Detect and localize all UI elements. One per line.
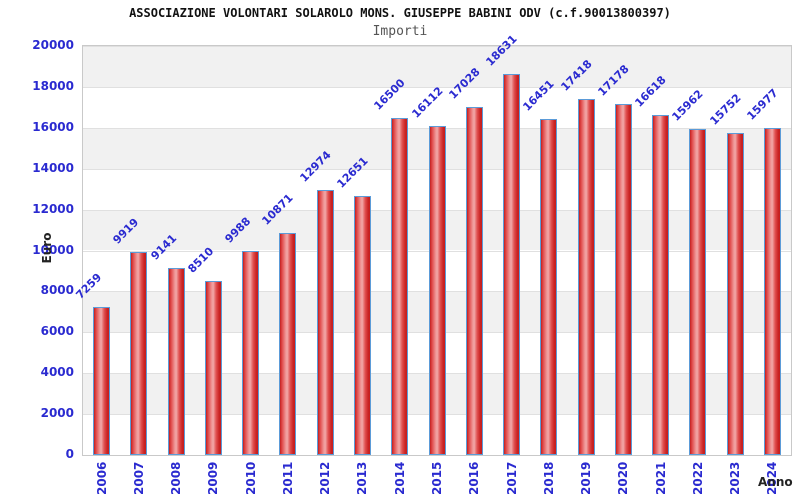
- y-axis-title: Euro: [40, 232, 54, 264]
- x-tick-label: 2016: [467, 461, 482, 495]
- x-axis-title: Anno: [758, 475, 793, 489]
- y-tick-label: 20000: [32, 38, 74, 52]
- x-tick-label: 2021: [653, 461, 668, 495]
- x-tick-label: 2015: [430, 461, 444, 495]
- x-tick-label: 2018: [541, 461, 556, 495]
- x-tick-label: 2013: [355, 461, 370, 495]
- x-tick-label: 2017: [504, 461, 519, 495]
- bar-2006: [93, 306, 111, 455]
- bar-2018: [540, 118, 558, 455]
- bar-2022: [689, 128, 707, 455]
- bar-2008: [167, 268, 185, 455]
- y-tick-label: 0: [65, 447, 74, 461]
- x-tick-label: 2020: [616, 461, 631, 495]
- bar-2016: [465, 106, 483, 455]
- grid-band: [83, 46, 791, 87]
- bar-2010: [242, 250, 260, 455]
- bar-2023: [726, 132, 744, 455]
- bar-2020: [614, 103, 632, 455]
- y-tick-label: 16000: [32, 119, 74, 134]
- bar-2014: [391, 117, 409, 455]
- chart-subtitle: Importi: [372, 24, 428, 39]
- x-tick-label: 2022: [690, 461, 705, 495]
- grid-band: [83, 86, 791, 128]
- bar-2015: [428, 125, 446, 455]
- chart-title: ASSOCIAZIONE VOLONTARI SOLAROLO MONS. GI…: [129, 6, 671, 20]
- bar-2021: [652, 115, 670, 455]
- y-tick-label: 4000: [40, 365, 74, 380]
- y-tick-label: 2000: [40, 406, 74, 421]
- bar-2013: [353, 196, 371, 455]
- y-tick-label: 8000: [40, 283, 74, 298]
- y-tick-label: 6000: [40, 324, 74, 339]
- x-tick-label: 2009: [206, 461, 221, 495]
- bar-2019: [577, 98, 595, 455]
- x-tick-label: 2011: [280, 461, 295, 495]
- plot-area: 7259 9919 9141 8510 9988 10871 12974 12651 16500…: [74, 32, 792, 456]
- x-tick-label: 2014: [392, 461, 407, 495]
- bar-2024: [763, 128, 781, 455]
- y-tick-label: 18000: [32, 78, 74, 93]
- bar-2009: [204, 280, 222, 455]
- y-tick-label: 10000: [32, 242, 74, 257]
- x-tick-label: 2010: [243, 461, 258, 495]
- x-tick-label: 2012: [318, 461, 333, 495]
- x-tick-label: 2007: [131, 461, 146, 495]
- bar-2012: [316, 189, 334, 455]
- y-tick-label: 14000: [32, 160, 74, 175]
- y-tick-label: 12000: [32, 201, 74, 216]
- bar-2011: [279, 232, 297, 455]
- x-tick-label: 2008: [169, 461, 184, 495]
- bar-2007: [130, 252, 148, 455]
- x-tick-label: 2023: [728, 461, 743, 495]
- bar-2017: [503, 73, 521, 455]
- x-tick-label: 2019: [579, 461, 594, 495]
- x-tick-label: 2006: [94, 461, 109, 495]
